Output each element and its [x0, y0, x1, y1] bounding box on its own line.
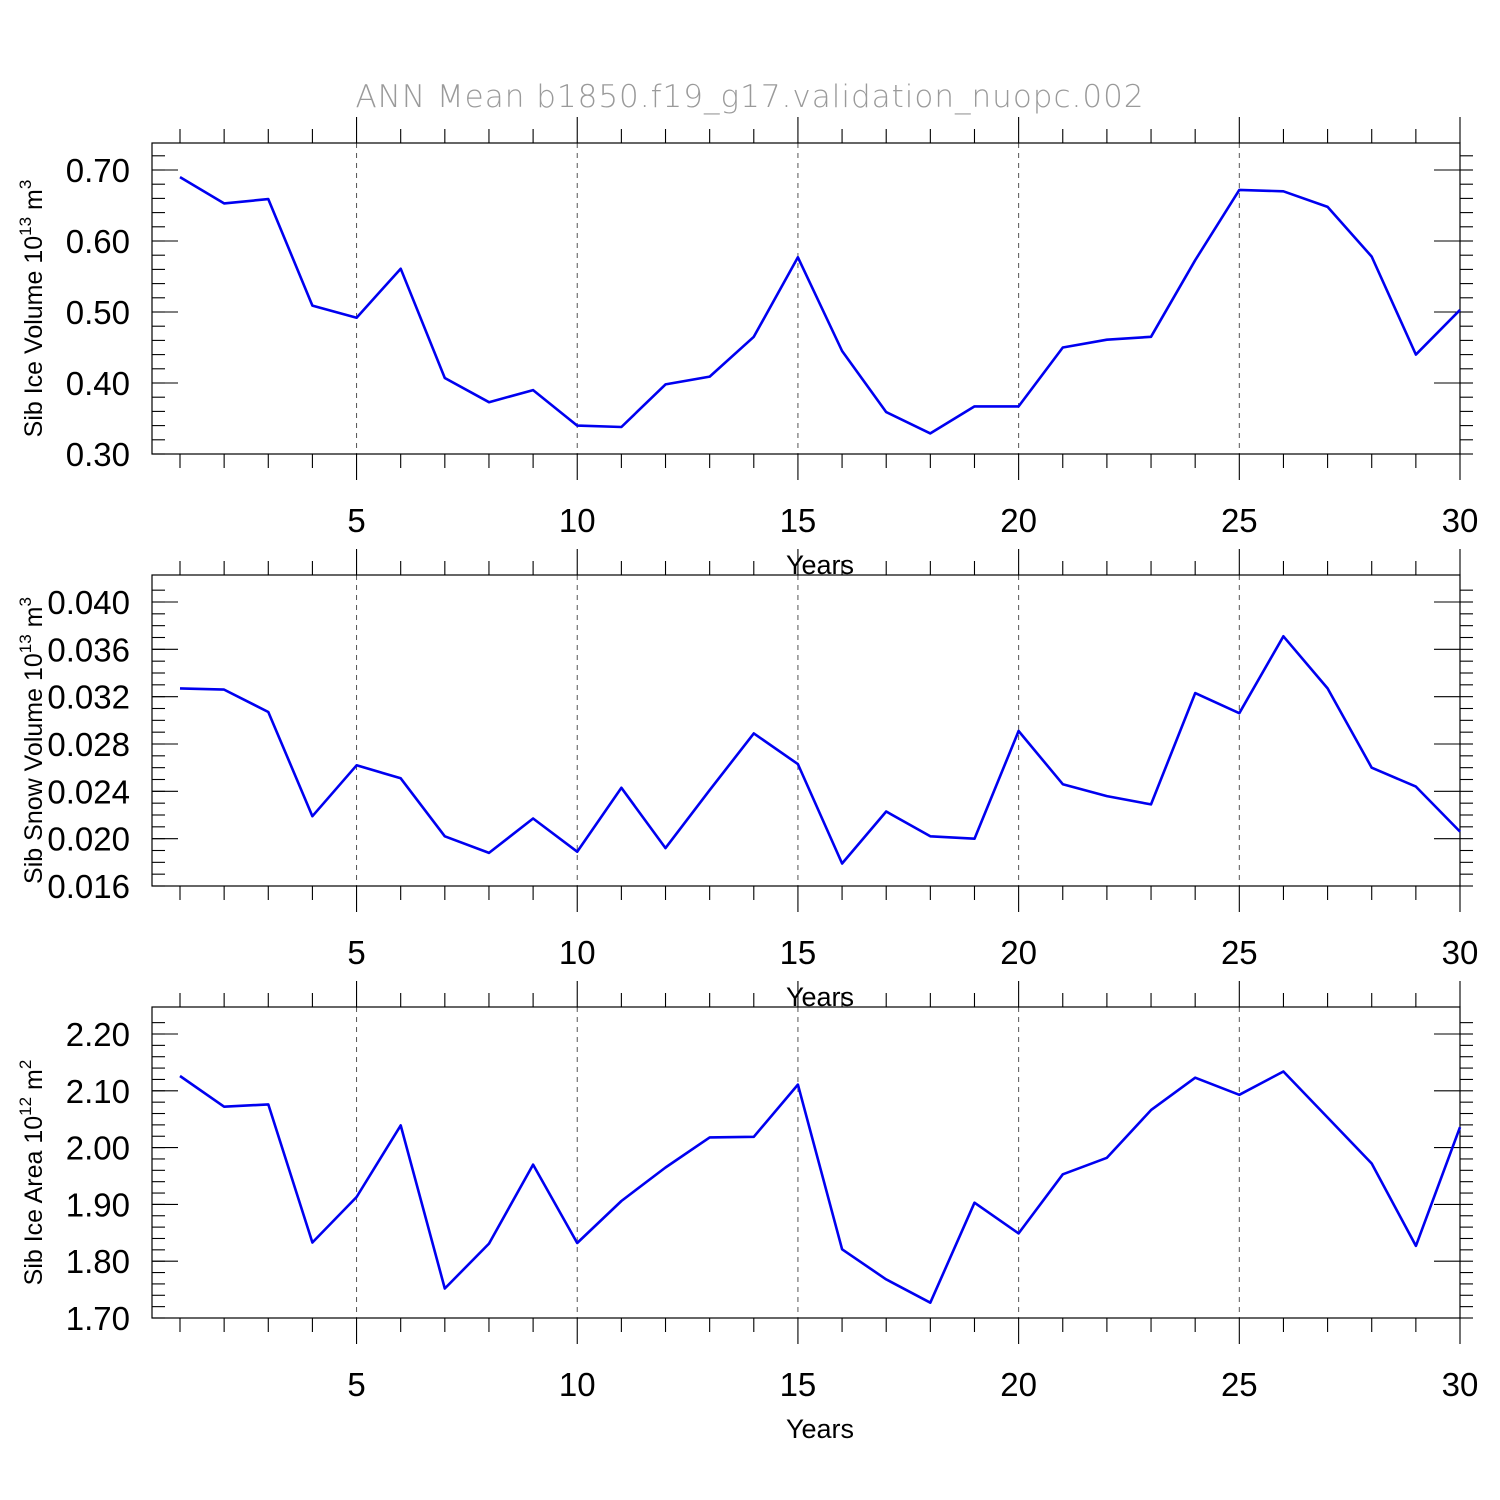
y-tick-label: 0.40 — [66, 365, 130, 402]
x-tick-label: 5 — [347, 934, 365, 971]
plot-frame — [151, 574, 1461, 887]
x-tick-label: 30 — [1442, 502, 1479, 539]
series-line — [179, 1070, 1462, 1304]
y-tick-label: 0.50 — [66, 294, 130, 331]
y-tick-label: 0.036 — [47, 631, 130, 668]
y-tick-label: 0.30 — [66, 436, 130, 473]
y-axis-label: Sib Ice Volume 1013 m3 — [16, 180, 48, 438]
y-tick-label: 2.00 — [66, 1130, 130, 1167]
x-tick-label: 20 — [1000, 1366, 1037, 1403]
x-tick-label: 25 — [1221, 502, 1258, 539]
y-tick-label: 1.70 — [66, 1300, 130, 1337]
chart-title: ANN Mean b1850.f19_g17.validation_nuopc.… — [355, 79, 1144, 115]
x-tick-label: 10 — [559, 1366, 596, 1403]
y-tick-label: 0.60 — [66, 223, 130, 260]
y-tick-label: 0.040 — [47, 584, 130, 621]
y-tick-label: 0.70 — [66, 152, 130, 189]
x-tick-label: 5 — [347, 1366, 365, 1403]
y-tick-label: 2.20 — [66, 1016, 130, 1053]
x-tick-label: 20 — [1000, 502, 1037, 539]
x-tick-label: 30 — [1442, 934, 1479, 971]
x-tick-label: 10 — [559, 934, 596, 971]
series-line — [179, 634, 1461, 865]
y-tick-label: 1.80 — [66, 1243, 130, 1280]
y-axis-label: Sib Snow Volume 1013 m3 — [16, 597, 48, 884]
x-tick-label: 15 — [780, 502, 817, 539]
x-tick-label: 15 — [780, 1366, 817, 1403]
y-tick-label: 0.028 — [47, 726, 130, 763]
x-tick-label: 5 — [347, 502, 365, 539]
panel-ice-volume: 0.300.400.500.600.705 10 15 20 25 30 Years Si… — [16, 117, 1478, 580]
panel-ice-area: 1.70 1.80 1.90 2.00 2.10 2.20 5 10 15 20 25 30 Year… — [16, 981, 1478, 1444]
y-tick-label: 1.90 — [66, 1186, 130, 1223]
x-tick-label: 25 — [1221, 934, 1258, 971]
x-tick-label: 25 — [1221, 1366, 1258, 1403]
plot-frame — [151, 142, 1461, 455]
x-tick-label: 10 — [559, 502, 596, 539]
x-axis-label: Years — [786, 1414, 854, 1444]
y-axis-label: Sib Ice Area 1012 m2 — [16, 1060, 48, 1286]
x-tick-label: 15 — [780, 934, 817, 971]
x-tick-label: 30 — [1442, 1366, 1479, 1403]
series-line — [179, 175, 1461, 435]
y-tick-label: 0.024 — [47, 773, 130, 810]
y-tick-label: 2.10 — [66, 1073, 130, 1110]
x-tick-label: 20 — [1000, 934, 1037, 971]
panel-snow-volume: 0.016 0.020 0.024 0.028 0.032 0.036 0.040 5 10 15… — [16, 549, 1478, 1012]
y-tick-label: 0.020 — [47, 821, 130, 858]
y-tick-label: 0.016 — [47, 868, 130, 905]
y-tick-label: 0.032 — [47, 679, 130, 716]
plot-frame — [151, 1006, 1461, 1319]
